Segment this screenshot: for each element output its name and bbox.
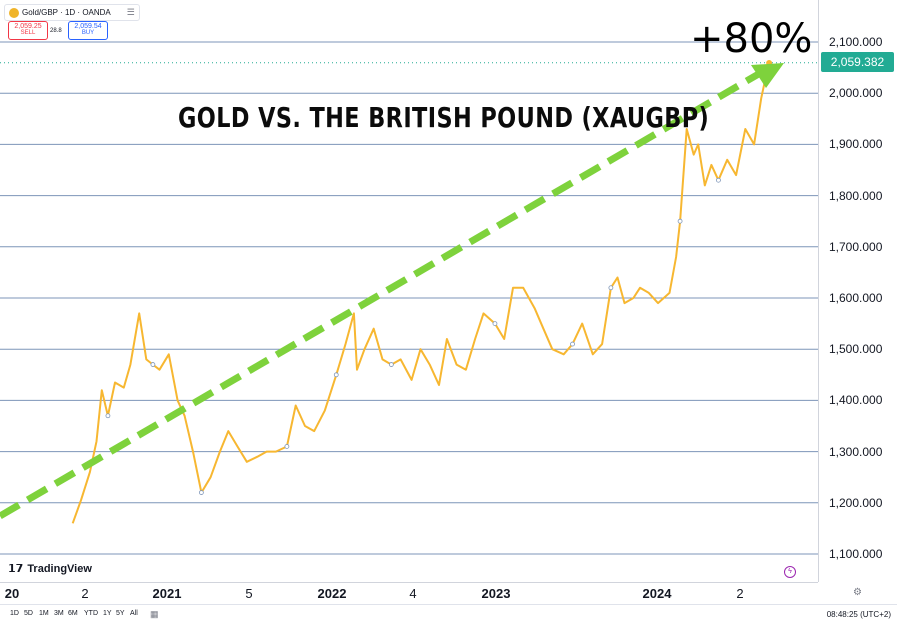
range-button-1m[interactable]: 1M (39, 610, 49, 617)
last-price-label: 2,059.382 (821, 52, 894, 72)
price-tick-label: 1,500.000 (829, 342, 883, 357)
dividend-marker[interactable] (677, 218, 683, 224)
price-series-line (71, 62, 771, 524)
dividend-marker[interactable] (570, 341, 575, 347)
time-tick-label: 2 (81, 586, 89, 601)
gold-coin-icon (9, 7, 19, 18)
spread-value: 28.8 (50, 28, 62, 34)
dividend-marker[interactable] (716, 177, 721, 183)
sell-button[interactable]: 2,059.25 SELL (8, 21, 48, 40)
percent-change-label: +80% (690, 16, 813, 62)
trend-arrow-head (751, 63, 784, 88)
sell-label: SELL (20, 30, 36, 36)
price-tick-label: 1,300.000 (829, 444, 883, 459)
price-tick-label: 2,100.000 (829, 35, 883, 49)
symbol-legend[interactable]: Gold/GBP · 1D · OANDA ☰ (4, 4, 140, 21)
clock-readout: 08:48:25 (UTC+2) (826, 610, 891, 619)
buy-label: BUY (81, 30, 95, 36)
range-button-1y[interactable]: 1Y (103, 610, 112, 617)
range-button-1d[interactable]: 1D (10, 610, 19, 617)
price-tick-label: 1,600.000 (829, 291, 883, 305)
time-tick-label: 2023 (481, 586, 511, 601)
buy-price: 2,059.54 (74, 23, 102, 30)
symbol-title: Gold/GBP · 1D · OANDA (22, 8, 111, 17)
range-button-3m[interactable]: 3M (54, 610, 64, 617)
sell-price: 2,059.25 (14, 23, 42, 30)
gear-icon[interactable]: ⚙ (853, 587, 862, 598)
dividend-marker[interactable] (608, 285, 614, 291)
time-tick-label: 2022 (317, 586, 347, 601)
dividend-marker[interactable] (333, 372, 339, 378)
chart-plot-area[interactable] (0, 0, 818, 582)
time-tick-label: 2 (736, 586, 744, 601)
dividend-marker[interactable] (492, 321, 498, 327)
tradingview-name: TradingView (27, 562, 92, 575)
price-tick-label: 1,100.000 (829, 547, 883, 561)
time-tick-label: 2024 (642, 586, 672, 601)
chart-headline: GOLD VS. THE BRITISH POUND (XAUGBP) (178, 101, 710, 134)
calendar-range-icon[interactable]: ▦ (150, 609, 159, 619)
dividend-marker[interactable] (284, 444, 290, 449)
range-button-all[interactable]: All (130, 610, 138, 617)
dividend-marker[interactable] (105, 413, 111, 419)
dividend-marker[interactable] (198, 490, 204, 495)
time-tick-label: 20 (4, 586, 20, 601)
time-tick-label: 5 (245, 586, 253, 601)
price-tick-label: 1,200.000 (829, 495, 883, 510)
dividend-marker[interactable] (388, 362, 394, 367)
price-tick-label: 1,800.000 (829, 188, 883, 203)
trend-arrow-line (0, 68, 764, 520)
range-button-5y[interactable]: 5Y (116, 610, 125, 617)
buy-button[interactable]: 2,059.54 BUY (68, 21, 108, 40)
price-scale[interactable]: 2,100.000 2,000.000 1,900.000 1,800.000 1,70… (818, 0, 897, 582)
tradingview-mark-icon: 𝟭𝟳 (8, 563, 24, 575)
price-tick-label: 1,900.000 (829, 137, 883, 152)
time-tick-label: 2021 (152, 586, 182, 601)
time-axis[interactable]: 20 2 2021 5 2022 4 2023 2024 2 (0, 582, 818, 605)
lightning-icon[interactable]: ϟ (784, 566, 796, 578)
price-tick-label: 1,400.000 (829, 393, 883, 408)
dividend-marker[interactable] (150, 362, 156, 367)
price-tick-label: 2,000.000 (829, 86, 883, 101)
time-tick-label: 4 (409, 586, 417, 601)
bottom-toolbar: 1D 5D 1M 3M 6M YTD 1Y 5Y All ▦ 08:48:25 (UTC+2) (0, 604, 897, 625)
range-button-6m[interactable]: 6M (68, 610, 78, 617)
price-tick-label: 1,700.000 (829, 239, 883, 254)
price-chart-svg[interactable] (0, 0, 818, 582)
range-button-5d[interactable]: 5D (24, 610, 33, 617)
tradingview-logo[interactable]: 𝟭𝟳 TradingView (8, 562, 92, 576)
range-button-ytd[interactable]: YTD (84, 610, 98, 617)
grid-menu-icon[interactable]: ☰ (126, 7, 135, 17)
